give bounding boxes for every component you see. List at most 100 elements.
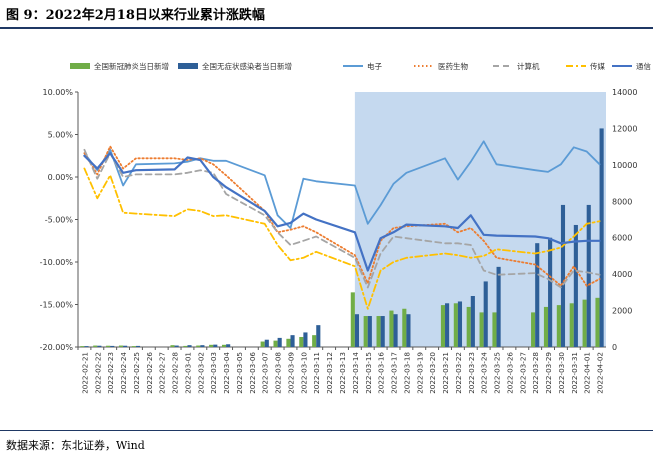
right-axis-tick-label: 0 <box>612 343 617 352</box>
bar-confirmed <box>402 308 407 347</box>
bar-asymptomatic <box>264 339 269 347</box>
bar-asymptomatic <box>406 314 411 347</box>
bar-confirmed <box>93 345 98 347</box>
x-axis-tick-label: 2022-03-23 <box>467 352 476 394</box>
bar-asymptomatic <box>470 296 475 347</box>
chart: 全国新冠肺炎当日新增 全国无症状感染者当日新增 电子 医药生物 计算机 传媒 通信 10.0… <box>40 61 652 394</box>
bar-confirmed <box>170 345 175 347</box>
bar-asymptomatic <box>548 237 553 347</box>
x-axis-tick-label: 2022-03-25 <box>493 352 502 394</box>
bar-asymptomatic <box>187 345 192 347</box>
top-rule <box>0 27 653 29</box>
bar-confirmed <box>479 312 484 347</box>
series-line-4 <box>83 152 601 272</box>
bar-confirmed <box>543 306 549 347</box>
bar-asymptomatic <box>354 314 359 347</box>
x-axis-tick-label: 2022-02-28 <box>171 352 180 394</box>
legend-swatch <box>178 63 198 69</box>
legend-label: 计算机 <box>517 61 540 71</box>
x-axis-tick-label: 2022-03-04 <box>222 352 231 394</box>
bar-asymptomatic <box>226 344 231 347</box>
x-axis-tick-label: 2022-03-30 <box>557 352 566 394</box>
x-axis-tick-label: 2022-03-16 <box>377 352 386 394</box>
bar-confirmed <box>131 346 136 347</box>
bar-asymptomatic <box>200 345 205 347</box>
x-axis-tick-label: 2022-03-12 <box>325 352 334 394</box>
bar-asymptomatic <box>303 332 308 347</box>
bar-confirmed <box>118 345 124 347</box>
x-axis-tick-label: 2022-03-18 <box>402 352 411 394</box>
bar-asymptomatic <box>213 344 218 347</box>
bar-confirmed <box>312 335 317 347</box>
x-axis-tick-label: 2022-03-03 <box>209 352 218 394</box>
highlight-region <box>354 92 606 347</box>
x-axis-tick-label: 2022-03-28 <box>531 352 540 394</box>
source-note: 数据来源：东北证券，Wind <box>6 439 145 452</box>
left-axis-tick-label: -20.00% <box>40 343 74 352</box>
x-axis-tick-label: 2022-03-15 <box>364 352 373 394</box>
legend-label: 医药生物 <box>438 61 468 71</box>
series-line-3 <box>83 167 601 310</box>
bar-asymptomatic <box>84 346 89 347</box>
x-axis-tick-label: 2022-03-09 <box>286 352 295 394</box>
bar-confirmed <box>221 344 227 347</box>
bar-confirmed <box>260 341 265 347</box>
bar-confirmed <box>440 305 446 347</box>
bar-confirmed <box>466 306 471 347</box>
right-axis-tick-label: 10000 <box>612 161 637 170</box>
x-axis-tick-label: 2022-02-25 <box>132 352 141 394</box>
legend-label: 传媒 <box>590 61 605 71</box>
x-axis-tick-label: 2022-03-14 <box>351 352 360 394</box>
bar-asymptomatic <box>316 325 321 347</box>
x-axis-tick-label: 2022-03-24 <box>480 352 489 394</box>
legend: 全国新冠肺炎当日新增 全国无症状感染者当日新增 电子 医药生物 计算机 传媒 通信 <box>70 61 651 71</box>
series-line-2 <box>83 148 601 289</box>
right-axis-tick-label: 6000 <box>612 234 632 243</box>
bottom-rule <box>0 430 653 431</box>
bar-asymptomatic <box>535 243 540 347</box>
bar-confirmed <box>363 316 368 347</box>
right-axis-tick-label: 2000 <box>612 307 632 316</box>
x-axis-tick-label: 2022-03-19 <box>415 352 424 394</box>
x-axis-tick-label: 2022-03-27 <box>518 352 527 394</box>
bar-confirmed <box>531 312 536 347</box>
bar-asymptomatic <box>290 335 295 347</box>
bar-asymptomatic <box>135 345 141 347</box>
bar-confirmed <box>595 297 600 347</box>
x-axis-tick-label: 2022-03-10 <box>299 352 308 394</box>
bar-asymptomatic <box>483 281 488 347</box>
x-axis-tick-label: 2022-03-01 <box>183 352 192 394</box>
x-axis-tick-label: 2022-03-08 <box>274 352 283 394</box>
x-axis-tick-label: 2022-03-06 <box>248 352 257 394</box>
bar-asymptomatic <box>560 204 566 347</box>
series-line-1 <box>83 145 601 287</box>
bar-confirmed <box>389 310 394 347</box>
x-axis-tick-label: 2022-03-13 <box>338 352 347 394</box>
bar-confirmed <box>273 340 278 347</box>
bar-asymptomatic <box>367 316 372 347</box>
x-axis-tick-label: 2022-02-24 <box>119 352 128 394</box>
bar-confirmed <box>196 345 201 347</box>
bar-confirmed <box>286 338 291 347</box>
x-axis-tick-label: 2022-03-22 <box>454 352 463 394</box>
bar-asymptomatic <box>97 345 102 347</box>
legend-label: 全国无症状感染者当日新增 <box>202 61 292 71</box>
x-axis-tick-label: 2022-03-17 <box>390 352 399 394</box>
bar-confirmed <box>299 336 304 347</box>
bar-asymptomatic <box>110 345 115 347</box>
bar-confirmed <box>492 312 497 347</box>
legend-label: 全国新冠肺炎当日新增 <box>94 61 169 71</box>
right-axis-tick-label: 8000 <box>612 197 632 206</box>
bar-confirmed <box>106 345 111 347</box>
bar-confirmed <box>183 345 188 347</box>
x-axis-tick-label: 2022-02-27 <box>158 352 167 394</box>
x-axis-tick-label: 2022-03-29 <box>544 352 553 394</box>
bar-asymptomatic <box>573 224 578 347</box>
legend-label: 通信 <box>636 61 651 71</box>
x-axis-tick-label: 2022-03-20 <box>428 352 437 394</box>
x-axis-tick-label: 2022-03-02 <box>196 352 205 394</box>
bar-asymptomatic <box>586 204 591 347</box>
right-axis-tick-label: 4000 <box>612 270 632 279</box>
x-axis-tick-label: 2022-03-11 <box>312 352 321 394</box>
x-axis-tick-label: 2022-02-26 <box>145 352 154 394</box>
